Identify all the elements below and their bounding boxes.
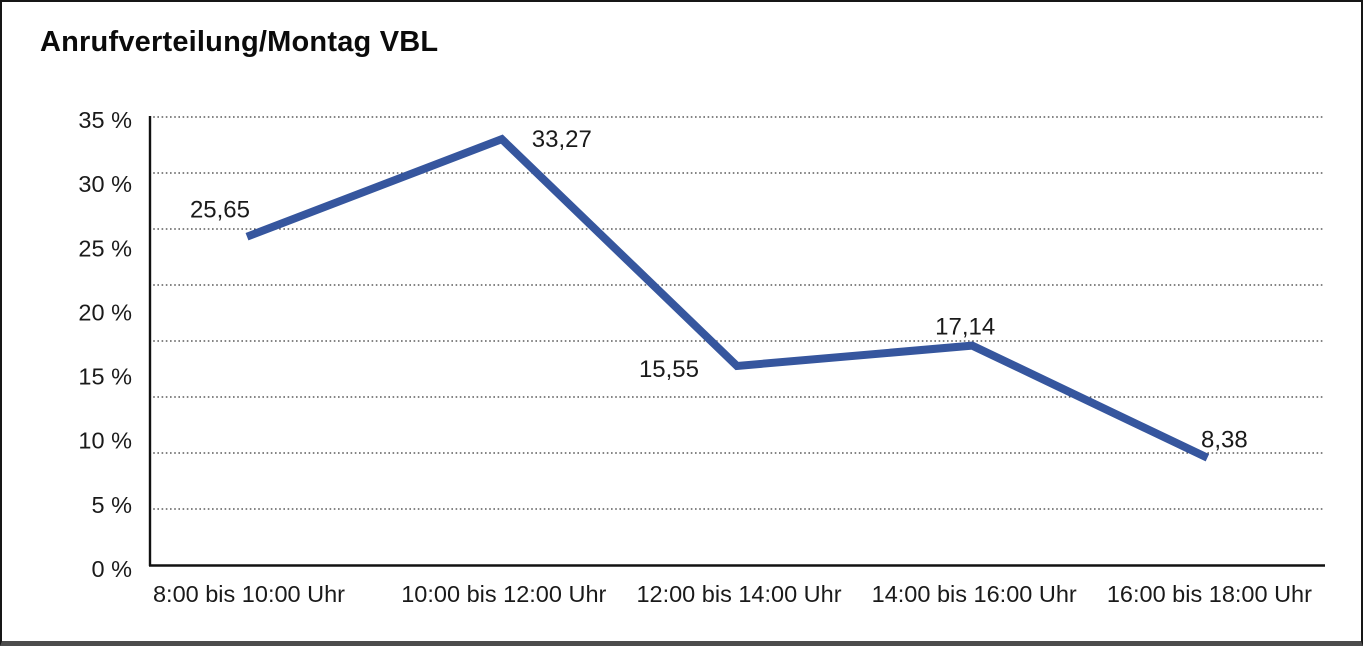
data-point-label: 17,14 [935, 314, 995, 341]
y-tick-label: 5 % [92, 492, 133, 518]
y-tick-label: 10 % [78, 428, 132, 454]
data-point-label: 15,55 [639, 356, 699, 383]
chart-title: Anrufverteilung/Montag VBL [40, 26, 439, 58]
x-category-label: 14:00 bis 16:00 Uhr [872, 581, 1077, 607]
x-category-label: 12:00 bis 14:00 Uhr [636, 581, 841, 607]
x-category-label: 8:00 bis 10:00 Uhr [153, 581, 345, 607]
y-tick-label: 20 % [78, 299, 132, 325]
y-tick-label: 15 % [78, 364, 132, 390]
x-category-label: 16:00 bis 18:00 Uhr [1107, 581, 1312, 607]
y-tick-label: 25 % [78, 235, 132, 261]
data-point-label: 33,27 [532, 126, 592, 153]
data-point-label: 8,38 [1201, 427, 1248, 454]
x-category-label: 10:00 bis 12:00 Uhr [401, 581, 606, 607]
data-line-series [245, 134, 1210, 462]
y-tick-label: 30 % [78, 171, 132, 197]
y-tick-label: 35 % [78, 107, 132, 133]
data-point-label: 25,65 [190, 197, 250, 224]
y-tick-label: 0 % [92, 556, 133, 582]
